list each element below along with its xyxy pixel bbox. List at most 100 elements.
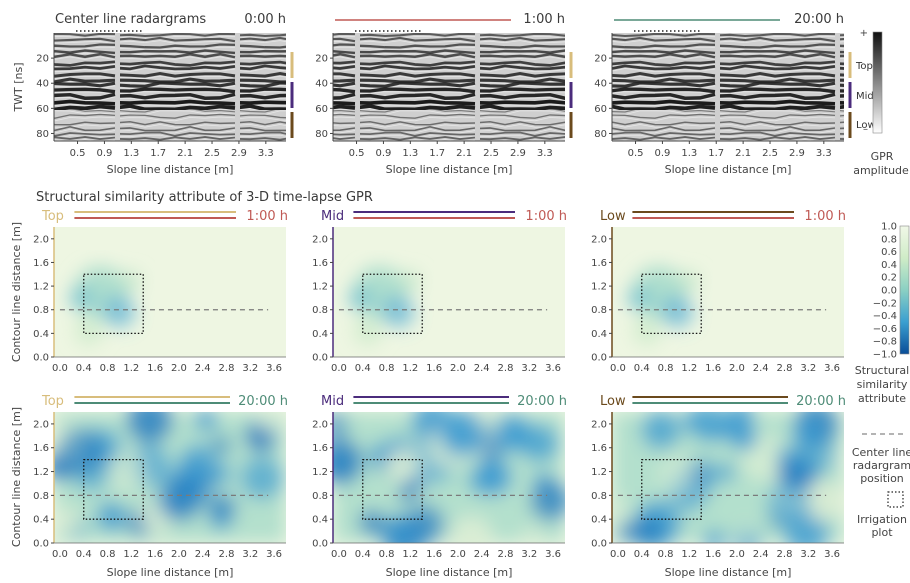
x-tick-label: 0.0 <box>331 549 347 560</box>
x-tick-label: 2.1 <box>735 148 751 159</box>
ssim-heatmap <box>612 227 844 357</box>
x-tick-label: 2.1 <box>456 148 472 159</box>
ssim-colorbar: 1.00.8 0.6 0.4 0.2 0.0−0.2 −0.4 −0.6 −0.8 −1.0 St… <box>855 222 910 405</box>
irrigation-plot-box <box>641 273 702 335</box>
x-tick-label: 0.5 <box>628 148 644 159</box>
x-axis-label: Slope line distance [m] <box>665 163 792 176</box>
time-label: 1:00 h <box>246 209 288 224</box>
ssim-colorbar-gradient <box>899 225 910 355</box>
x-tick-label: 2.4 <box>753 363 769 374</box>
heatmap-blobs <box>348 266 420 345</box>
x-tick-label: 0.0 <box>331 363 347 374</box>
y-tick-label: 1.6 <box>33 258 49 269</box>
y-tick-label: 0.0 <box>33 353 49 364</box>
radargram-image <box>612 33 844 141</box>
y-tick-label: 0.8 <box>312 305 328 316</box>
x-tick-label: 3.2 <box>242 363 258 374</box>
ssim-heatmap <box>612 412 844 543</box>
ssim-colorbar-title-line3: attribute <box>858 392 906 405</box>
x-axis-label: Slope line distance [m] <box>107 163 234 176</box>
legend-irrigation-swatch <box>887 491 904 508</box>
y-tick-label: 80 <box>594 129 607 140</box>
x-tick-label: 1.7 <box>429 148 445 159</box>
x-tick-label: 3.6 <box>545 549 561 560</box>
y-tick-label: 20 <box>594 54 607 65</box>
y-tick-label: 2.0 <box>591 419 607 430</box>
heatmap-blob <box>520 424 559 463</box>
x-tick-label: 2.4 <box>195 363 211 374</box>
heatmap-blob <box>74 317 103 345</box>
y-tick-label: 80 <box>315 129 328 140</box>
ssim-y-axis-label-top: Contour line distance [m] <box>10 222 23 362</box>
depth-zone-label: Top <box>855 61 873 72</box>
x-tick-label: 0.8 <box>379 363 395 374</box>
heatmap-blob <box>158 477 203 522</box>
x-tick-label: 0.5 <box>70 148 86 159</box>
x-tick-label: 3.2 <box>242 549 258 560</box>
y-tick-label: 1.2 <box>591 467 607 478</box>
x-tick-label: 2.0 <box>729 363 745 374</box>
y-tick-label: 0.8 <box>591 305 607 316</box>
time-label: 0:00 h <box>244 12 286 27</box>
heatmap-blob <box>353 317 382 345</box>
x-tick-label: 2.1 <box>177 148 193 159</box>
x-tick-label: 0.9 <box>654 148 670 159</box>
heatmap-blob <box>776 447 794 465</box>
x-tick-label: 2.0 <box>171 549 187 560</box>
x-tick-label: 1.7 <box>150 148 166 159</box>
y-tick-label: 1.6 <box>312 443 328 454</box>
x-tick-label: 0.9 <box>96 148 112 159</box>
heatmap-blob <box>399 271 420 292</box>
heatmap-blob <box>682 412 706 433</box>
x-tick-label: 2.9 <box>789 148 805 159</box>
x-tick-label: 1.2 <box>681 363 697 374</box>
time-label: 20:00 h <box>238 394 288 409</box>
heatmap-blob <box>627 286 652 311</box>
x-tick-label: 0.8 <box>100 363 116 374</box>
ssim-colorbar-tick-label: 0.4 <box>881 260 897 271</box>
x-tick-label: 3.3 <box>816 148 832 159</box>
y-tick-label: 0.4 <box>312 515 328 526</box>
heatmap-blob <box>207 493 237 523</box>
heatmap-blobs <box>69 266 141 345</box>
ssim-colorbar-tick-label: 0.8 <box>881 234 897 245</box>
x-tick-label: 2.0 <box>171 363 187 374</box>
depth-label: Mid <box>321 209 344 224</box>
heatmap-blob <box>333 412 348 440</box>
depth-zone-label: Mid <box>856 91 874 102</box>
irrigation-plot-box <box>83 273 144 335</box>
heatmap-blob <box>398 484 417 502</box>
x-tick-label: 2.5 <box>204 148 220 159</box>
y-tick-label: 0.0 <box>33 539 49 550</box>
x-tick-label: 1.2 <box>123 363 139 374</box>
radargram-panel: 20 40 60 80 0.5 0.9 1.3 1.7 2.1 2.5 2.9 3.3 Slope li… <box>315 12 573 176</box>
x-tick-label: 0.0 <box>52 363 68 374</box>
heatmap-blob <box>767 481 810 524</box>
heatmap-blob <box>102 295 135 328</box>
heatmap-blob <box>385 449 419 483</box>
heatmap-blob <box>348 286 373 311</box>
heatmap-blob <box>658 454 698 493</box>
y-tick-label: 0.0 <box>591 353 607 364</box>
heatmap-blob <box>803 480 844 522</box>
y-tick-label: 1.6 <box>312 258 328 269</box>
x-tick-label: 2.0 <box>450 363 466 374</box>
heatmap-blob <box>106 451 147 492</box>
x-tick-label: 1.6 <box>147 363 163 374</box>
x-tick-label: 3.3 <box>537 148 553 159</box>
heatmap-blob <box>467 467 495 494</box>
x-tick-label: 3.6 <box>824 549 840 560</box>
legend-center-line-text: position <box>860 472 904 485</box>
ssim-panel: 0.0 0.4 0.8 1.2 1.6 2.0 0.0 0.4 0.8 1.2 1.6 2.0 2.4 2… <box>591 394 846 579</box>
x-axis-label: Slope line distance [m] <box>386 566 513 579</box>
ssim-colorbar-tick-label: −0.2 <box>873 298 897 309</box>
gpr-colorbar-title-line2: amplitude <box>853 164 909 177</box>
heatmap-blob <box>736 523 758 543</box>
heatmap-blob <box>439 412 486 457</box>
x-axis-label: Slope line distance [m] <box>386 163 513 176</box>
heatmap-blob <box>704 417 728 441</box>
x-tick-label: 2.8 <box>498 363 514 374</box>
heatmap-blob <box>641 412 681 450</box>
y-tick-label: 1.2 <box>33 282 49 293</box>
gpr-colorbar-gradient <box>872 31 883 134</box>
